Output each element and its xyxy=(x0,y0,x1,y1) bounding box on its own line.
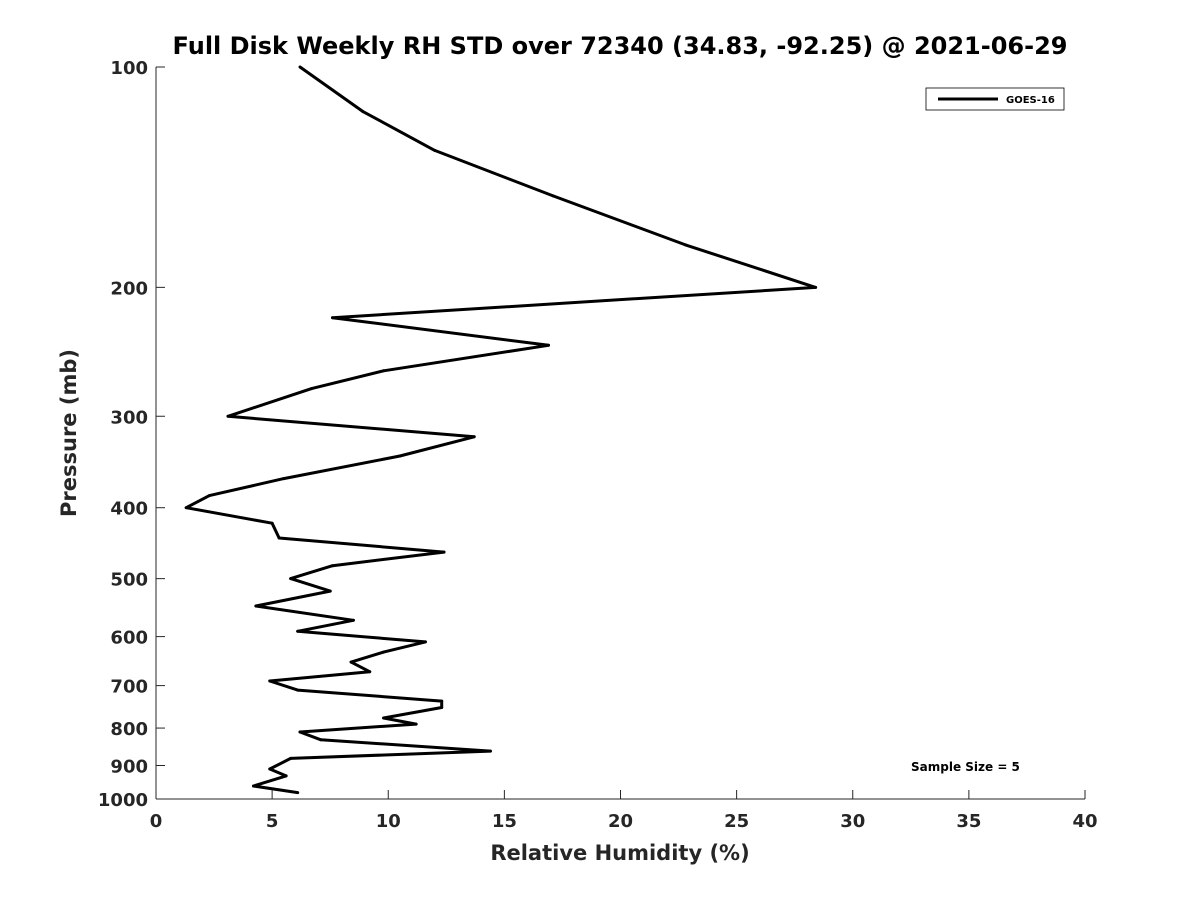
data-point xyxy=(442,550,446,554)
data-point xyxy=(328,589,332,593)
x-tick-label: 15 xyxy=(492,811,517,832)
data-point xyxy=(226,414,230,418)
x-axis-label: Relative Humidity (%) xyxy=(490,841,749,865)
data-point xyxy=(282,477,286,481)
chart-title: Full Disk Weekly RH STD over 72340 (34.8… xyxy=(173,32,1068,60)
data-point xyxy=(289,577,293,581)
data-point xyxy=(296,791,300,795)
y-tick-label: 100 xyxy=(110,58,148,79)
data-point xyxy=(361,109,365,113)
data-point xyxy=(423,640,427,644)
data-point xyxy=(207,494,211,498)
data-point xyxy=(298,65,302,69)
data-point xyxy=(440,699,444,703)
data-point xyxy=(252,784,255,788)
x-tick-label: 0 xyxy=(150,811,163,832)
data-point xyxy=(277,536,281,540)
data-point xyxy=(382,716,386,720)
data-point xyxy=(270,521,274,525)
data-point xyxy=(351,618,355,622)
data-point xyxy=(547,343,550,347)
x-axis-ticks: 0 5 10 15 20 25 30 35 40 xyxy=(150,790,1098,832)
y-tick-label: 800 xyxy=(110,719,148,740)
data-point xyxy=(254,604,258,608)
data-point xyxy=(184,506,188,510)
data-point xyxy=(551,194,555,198)
x-tick-label: 40 xyxy=(1072,811,1097,832)
data-point xyxy=(331,564,334,568)
data-point xyxy=(296,688,300,692)
y-tick-label: 200 xyxy=(110,278,148,299)
data-point xyxy=(268,679,272,683)
y-tick-label: 600 xyxy=(110,628,148,649)
legend-label: GOES-16 xyxy=(1006,95,1055,106)
data-point xyxy=(284,774,288,778)
series-layer xyxy=(184,65,818,795)
data-point xyxy=(331,316,334,320)
x-tick-label: 35 xyxy=(956,811,981,832)
y-tick-label: 900 xyxy=(110,757,148,778)
data-point xyxy=(382,650,386,654)
data-point xyxy=(684,243,687,247)
data-point xyxy=(472,435,476,439)
data-point xyxy=(368,670,372,674)
data-point xyxy=(289,756,293,760)
data-point xyxy=(310,387,314,391)
data-point xyxy=(319,738,323,742)
data-point xyxy=(349,660,353,664)
sample-size-annotation: Sample Size = 5 xyxy=(911,760,1020,774)
data-point xyxy=(433,148,437,152)
y-axis-ticks: 100 200 300 400 500 600 700 800 900 1000 xyxy=(98,58,165,811)
data-point xyxy=(296,629,300,633)
y-tick-label: 400 xyxy=(110,499,148,520)
data-point xyxy=(488,749,492,753)
x-tick-label: 30 xyxy=(840,811,865,832)
x-tick-label: 25 xyxy=(724,811,749,832)
data-point xyxy=(814,285,818,289)
data-point xyxy=(440,706,444,709)
legend: GOES-16 xyxy=(925,87,1065,111)
x-tick-label: 5 xyxy=(266,811,279,832)
data-point xyxy=(414,722,418,726)
data-point xyxy=(298,730,302,734)
y-tick-label: 700 xyxy=(110,677,148,698)
x-tick-label: 20 xyxy=(608,811,633,832)
y-tick-label: 1000 xyxy=(98,790,148,811)
data-point xyxy=(398,454,402,458)
data-point xyxy=(382,369,386,373)
y-tick-label: 500 xyxy=(110,570,148,591)
x-tick-label: 10 xyxy=(376,811,401,832)
y-tick-label: 300 xyxy=(110,407,148,428)
y-axis-label: Pressure (mb) xyxy=(57,349,81,517)
data-point xyxy=(268,767,272,771)
